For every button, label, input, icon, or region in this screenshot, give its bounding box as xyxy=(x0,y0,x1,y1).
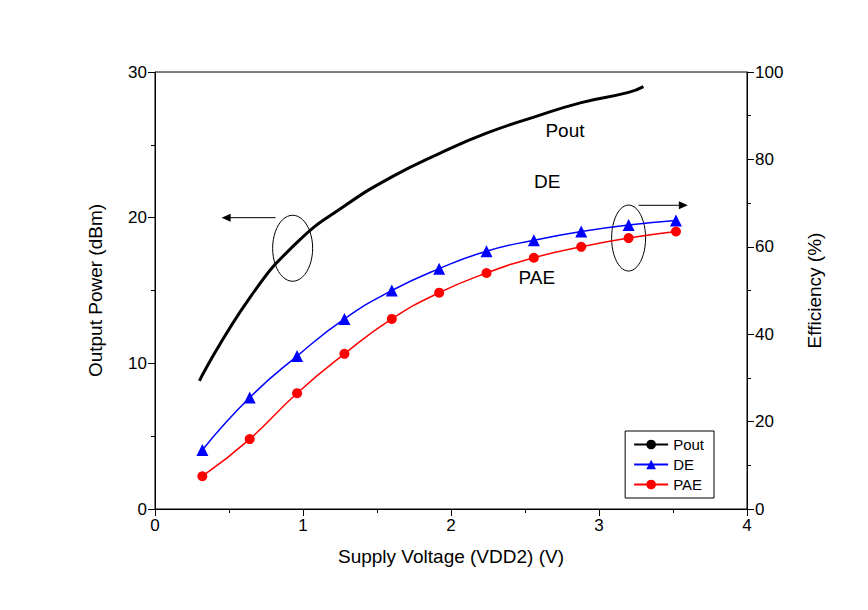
svg-text:0: 0 xyxy=(138,500,147,519)
svg-text:Pout: Pout xyxy=(545,120,585,141)
svg-text:80: 80 xyxy=(755,150,774,169)
svg-text:3: 3 xyxy=(594,516,603,535)
svg-text:0: 0 xyxy=(150,516,159,535)
svg-text:DE: DE xyxy=(673,456,694,473)
svg-text:20: 20 xyxy=(755,412,774,431)
svg-text:30: 30 xyxy=(128,63,147,82)
svg-text:1: 1 xyxy=(298,516,307,535)
svg-text:Output Power (dBm): Output Power (dBm) xyxy=(85,204,106,377)
svg-text:PAE: PAE xyxy=(519,267,556,288)
svg-text:2: 2 xyxy=(446,516,455,535)
svg-text:Efficiency (%): Efficiency (%) xyxy=(804,233,825,349)
svg-text:40: 40 xyxy=(755,325,774,344)
svg-text:100: 100 xyxy=(755,63,783,82)
svg-text:60: 60 xyxy=(755,237,774,256)
svg-text:Pout: Pout xyxy=(673,436,705,453)
svg-text:4: 4 xyxy=(742,516,751,535)
svg-text:DE: DE xyxy=(534,171,560,192)
svg-text:PAE: PAE xyxy=(673,476,702,493)
svg-text:20: 20 xyxy=(128,208,147,227)
svg-text:10: 10 xyxy=(128,354,147,373)
svg-text:0: 0 xyxy=(755,500,764,519)
svg-text:Supply Voltage (VDD2) (V): Supply Voltage (VDD2) (V) xyxy=(338,546,564,567)
